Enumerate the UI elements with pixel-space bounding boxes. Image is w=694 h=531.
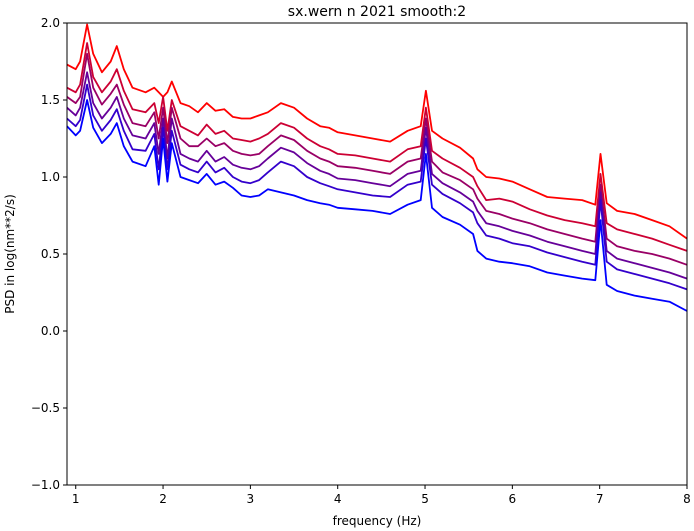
- x-axis: 1 2 3 4 5 6 7 8: [72, 485, 691, 506]
- x-tick-label: 5: [421, 492, 429, 506]
- y-axis: −1.0 −0.5 0.0 0.5 1.0 1.5 2.0: [31, 16, 67, 492]
- y-tick-label: 1.0: [41, 170, 60, 184]
- x-axis-label: frequency (Hz): [333, 514, 422, 528]
- y-tick-label: 2.0: [41, 16, 60, 30]
- y-tick-label: −1.0: [31, 478, 60, 492]
- y-tick-label: 1.5: [41, 93, 60, 107]
- plot-lines: [66, 23, 688, 312]
- x-tick-label: 3: [247, 492, 255, 506]
- chart-title: sx.wern n 2021 smooth:2: [288, 4, 466, 20]
- series-line-2: [66, 52, 688, 266]
- x-tick-label: 8: [683, 492, 691, 506]
- series-line-5: [66, 99, 688, 312]
- series-line-3: [66, 71, 688, 280]
- x-tick-label: 1: [72, 492, 80, 506]
- y-tick-label: 0.5: [41, 247, 60, 261]
- x-tick-label: 6: [509, 492, 517, 506]
- y-tick-label: −0.5: [31, 401, 60, 415]
- x-tick-label: 4: [334, 492, 342, 506]
- series-line-4: [66, 83, 688, 291]
- x-tick-label: 2: [159, 492, 167, 506]
- y-tick-label: 0.0: [41, 324, 60, 338]
- x-tick-label: 7: [596, 492, 604, 506]
- series-line-1: [66, 42, 688, 252]
- series-line-0: [66, 23, 688, 240]
- y-axis-label: PSD in log(nm**2/s): [3, 194, 17, 314]
